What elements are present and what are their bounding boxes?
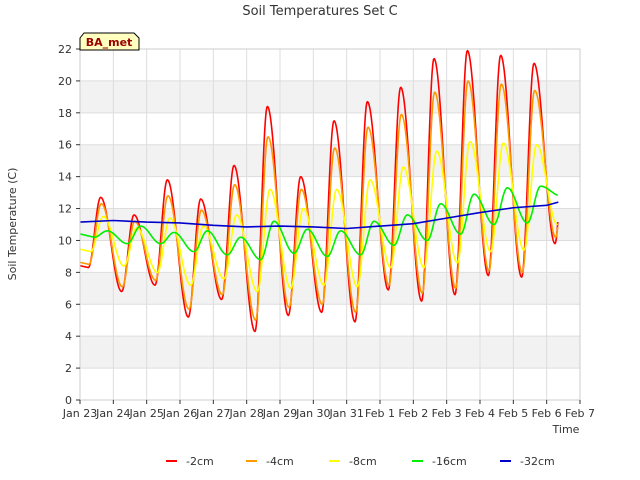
station-badge-label: BA_met <box>86 36 133 49</box>
x-tick-label: Feb 6 <box>532 407 562 420</box>
station-badge-shape <box>79 32 140 51</box>
series-layer <box>79 49 559 333</box>
y-axis: 0 2 4 6 8 10 12 14 16 18 20 22 <box>58 43 80 407</box>
x-tick-label: Jan 29 <box>262 407 297 420</box>
x-axis-label: Time <box>552 423 580 436</box>
x-tick-label: Feb 3 <box>432 407 462 420</box>
y-axis-label: Soil Temperature (C) <box>6 168 19 281</box>
legend: -2cm -4cm -8cm -16cm -32cm <box>166 455 555 468</box>
y-tick-label: 16 <box>58 139 72 152</box>
x-tick-label: Jan 30 <box>295 407 330 420</box>
series-line-minus-16cm <box>79 185 559 261</box>
series-line-minus-4cm <box>79 80 559 322</box>
background-band <box>80 336 580 369</box>
series-line-minus-32cm <box>79 201 559 230</box>
legend-label: -32cm <box>520 455 555 468</box>
station-badge: BA_met <box>79 32 140 51</box>
x-tick-label: Feb 4 <box>465 407 495 420</box>
legend-label: -2cm <box>186 455 214 468</box>
y-tick-label: 12 <box>58 203 72 216</box>
x-tick-label: Jan 25 <box>128 407 163 420</box>
legend-label: -16cm <box>432 455 467 468</box>
x-tick-label: Jan 31 <box>328 407 363 420</box>
plot-frame <box>79 48 581 401</box>
y-tick-label: 18 <box>58 107 72 120</box>
y-tick-label: 14 <box>58 171 72 184</box>
background-band <box>80 272 580 305</box>
legend-label: -4cm <box>266 455 294 468</box>
y-tick-label: 20 <box>58 75 72 88</box>
x-tick-label: Feb 1 <box>365 407 395 420</box>
x-tick-label: Jan 28 <box>228 407 263 420</box>
legend-label: -8cm <box>349 455 377 468</box>
y-tick-label: 0 <box>65 394 72 407</box>
series-line-minus-8cm <box>79 140 559 293</box>
y-tick-label: 2 <box>65 362 72 375</box>
x-tick-label: Jan 26 <box>162 407 197 420</box>
y-tick-label: 6 <box>65 298 72 311</box>
x-tick-label: Jan 27 <box>195 407 230 420</box>
chart-title: Soil Temperatures Set C <box>242 4 397 19</box>
y-tick-label: 10 <box>58 234 72 247</box>
x-tick-label: Feb 5 <box>498 407 528 420</box>
x-tick-label: Feb 7 <box>565 407 595 420</box>
x-tick-label: Jan 24 <box>95 407 130 420</box>
x-tick-label: Feb 2 <box>398 407 428 420</box>
y-tick-label: 8 <box>65 266 72 279</box>
y-tick-label: 4 <box>65 330 72 343</box>
x-tick-label: Jan 23 <box>62 407 97 420</box>
y-tick-label: 22 <box>58 43 72 56</box>
